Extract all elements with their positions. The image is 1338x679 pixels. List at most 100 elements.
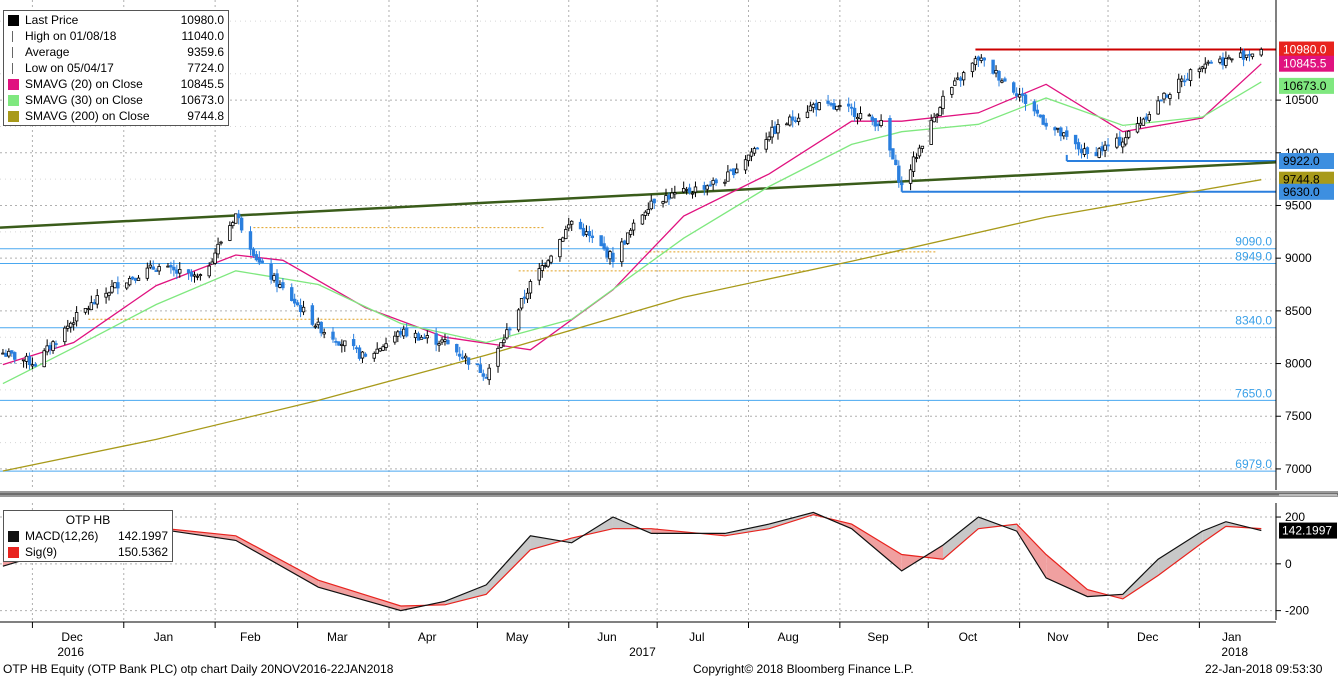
candle-body: [631, 222, 636, 231]
candle-body: [425, 335, 429, 339]
candle-body: [113, 282, 117, 289]
candle-body: [460, 356, 465, 359]
candle-body: [228, 225, 232, 241]
legend-swatch: [8, 110, 19, 122]
candle-body: [375, 348, 379, 354]
candle-body: [1053, 127, 1057, 131]
candle-body: [623, 240, 627, 245]
candle-body: [481, 373, 485, 377]
candle-body: [496, 347, 500, 367]
candle-body: [664, 195, 668, 203]
y-tick-label: 8000: [1285, 357, 1312, 371]
price-tag-bg: [1279, 183, 1334, 200]
candle-body: [1147, 114, 1151, 121]
macd-fill: [943, 517, 979, 560]
ma-line-200: [2, 179, 1262, 472]
price-tag-bg: [1279, 171, 1334, 188]
y-tick-label: 200: [1285, 510, 1305, 524]
candle-body: [13, 352, 17, 360]
candle-body: [643, 211, 648, 216]
footer-left: OTP HB Equity (OTP Bank PLC) otp chart D…: [3, 662, 394, 676]
candle-body: [133, 277, 138, 281]
macd-fill: [851, 524, 902, 571]
y-tick-label: 10500: [1285, 93, 1319, 107]
candle-body: [620, 241, 624, 263]
candle-body: [189, 271, 194, 277]
y-tick-label: 9000: [1285, 251, 1312, 265]
candle-body: [1124, 137, 1128, 145]
legend-label: SMAVG (20) on Close: [25, 77, 143, 91]
candle-body: [301, 306, 306, 313]
candle-body: [30, 364, 35, 367]
candle-body: [340, 343, 344, 346]
candle-body: [145, 267, 150, 279]
candle-body: [808, 105, 813, 112]
candle-body: [979, 57, 984, 61]
macd-fill: [1122, 559, 1159, 599]
candle-body: [295, 302, 300, 306]
footer-timestamp: 22-Jan-2018 09:53:30: [1205, 662, 1323, 676]
candle-body: [419, 336, 424, 340]
candle-body: [1197, 68, 1202, 73]
candle-body: [455, 343, 459, 353]
candle-body: [463, 355, 468, 359]
candle-body: [835, 105, 839, 110]
candle-body: [1221, 57, 1225, 66]
candle-body: [343, 340, 347, 347]
candle-body: [1177, 78, 1181, 93]
candle-body: [434, 333, 438, 345]
candle-body: [24, 355, 29, 362]
candle-body: [1185, 78, 1190, 81]
candle-body: [351, 339, 356, 347]
panel-divider[interactable]: [0, 491, 1338, 497]
candle-body: [917, 147, 922, 157]
x-month-label: Feb: [240, 630, 261, 644]
candle-body: [393, 335, 397, 343]
candle-body: [1, 352, 5, 355]
candle-body: [838, 105, 842, 107]
candle-body: [1126, 130, 1131, 138]
candle-body: [693, 186, 698, 193]
candle-body: [1218, 58, 1222, 63]
candle-body: [702, 185, 707, 190]
candle-body: [558, 239, 562, 258]
legend-label: Last Price: [25, 13, 79, 27]
candle-body: [649, 200, 653, 210]
x-month-label: May: [506, 630, 529, 644]
candle-body: [852, 107, 857, 118]
candle-body: [690, 192, 695, 195]
candle-body: [216, 243, 220, 255]
candle-body: [1035, 109, 1040, 114]
candle-body: [522, 296, 527, 299]
candle-body: [269, 263, 273, 280]
candle-body: [829, 103, 833, 106]
candle-body: [941, 95, 945, 109]
candle-body: [136, 277, 141, 281]
candle-body: [729, 169, 733, 172]
x-year-label: 2017: [629, 645, 656, 659]
y-tick-label: 8500: [1285, 304, 1312, 318]
price-tag-bg: [1279, 55, 1334, 72]
candle-body: [876, 123, 880, 127]
candle-body: [770, 126, 774, 138]
y-tick-label: 7000: [1285, 462, 1312, 476]
candle-body: [292, 298, 297, 304]
candle-body: [1103, 144, 1107, 151]
candle-body: [381, 346, 385, 351]
legend-title: OTP HB: [65, 513, 111, 527]
candle-body: [281, 282, 285, 289]
legend-label: Average: [25, 45, 70, 59]
candle-body: [811, 103, 816, 108]
candle-body: [178, 269, 182, 274]
candle-body: [1141, 118, 1146, 126]
candle-body: [1238, 52, 1243, 58]
candle-body: [911, 156, 916, 172]
candle-body: [867, 114, 872, 117]
candle-body: [198, 274, 203, 277]
candle-body: [847, 103, 851, 107]
candle-body: [528, 281, 533, 294]
candle-body: [755, 147, 760, 150]
candle-body: [298, 305, 303, 313]
candle-body: [752, 148, 757, 154]
candle-body: [278, 284, 282, 288]
